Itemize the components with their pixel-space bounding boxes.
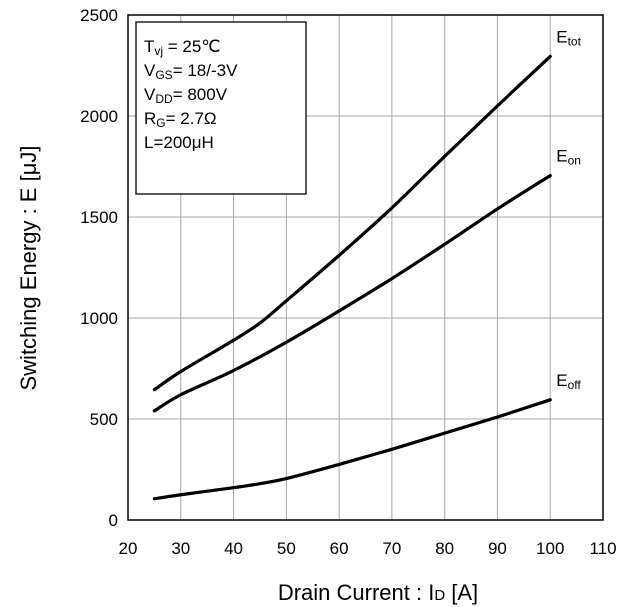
x-tick-label: 50: [277, 539, 296, 558]
conditions-box: Tvj = 25℃ VGS= 18/-3V VDD= 800V RG= 2.7Ω L=2…: [135, 21, 307, 195]
y-tick-labels: 0 500 1000 1500 2000 2500: [80, 6, 118, 530]
series-line-Etot: [152, 54, 552, 392]
series-line-Eoff: [152, 398, 552, 501]
data-series: [152, 54, 552, 501]
series-labels: Etot Eon Eoff: [556, 27, 581, 391]
plot-frame: [127, 14, 604, 521]
condition-line: VDD= 800V: [144, 85, 228, 106]
x-tick-label: 80: [435, 539, 454, 558]
condition-line: Tvj = 25℃: [144, 37, 220, 58]
x-tick-label: 90: [488, 539, 507, 558]
x-tick-label: 110: [589, 539, 616, 558]
series-line-Eon: [152, 173, 552, 413]
x-tick-label: 30: [171, 539, 190, 558]
x-tick-label: 100: [536, 539, 564, 558]
x-tick-label: 60: [330, 539, 349, 558]
y-tick-label: 2500: [80, 6, 118, 25]
series-label-Eon: Eon: [556, 147, 581, 168]
x-tick-label: 40: [224, 539, 243, 558]
condition-line: L=200μH: [144, 133, 214, 152]
x-tick-labels: 20 30 40 50 60 70 80 90 100 110: [119, 539, 617, 558]
x-tick-label: 70: [382, 539, 401, 558]
condition-line: VGS= 18/-3V: [144, 61, 238, 82]
y-tick-label: 0: [109, 511, 118, 530]
y-tick-label: 1000: [80, 309, 118, 328]
y-tick-label: 2000: [80, 107, 118, 126]
x-tick-label: 20: [119, 539, 138, 558]
y-tick-label: 500: [90, 410, 118, 429]
y-axis-label: Switching Energy : E [μJ]: [16, 146, 41, 391]
y-tick-label: 1500: [80, 208, 118, 227]
series-label-Etot: Etot: [556, 27, 581, 48]
series-label-Eoff: Eoff: [556, 371, 581, 392]
x-axis-label: Drain Current : ID [A]: [278, 580, 478, 605]
condition-line: RG= 2.7Ω: [144, 109, 217, 130]
